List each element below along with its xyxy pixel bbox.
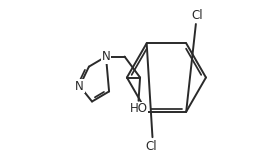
Text: N: N [102, 50, 110, 63]
Text: N: N [75, 80, 84, 93]
Text: Cl: Cl [145, 140, 157, 153]
Text: HO: HO [129, 102, 147, 115]
Text: Cl: Cl [192, 9, 203, 22]
